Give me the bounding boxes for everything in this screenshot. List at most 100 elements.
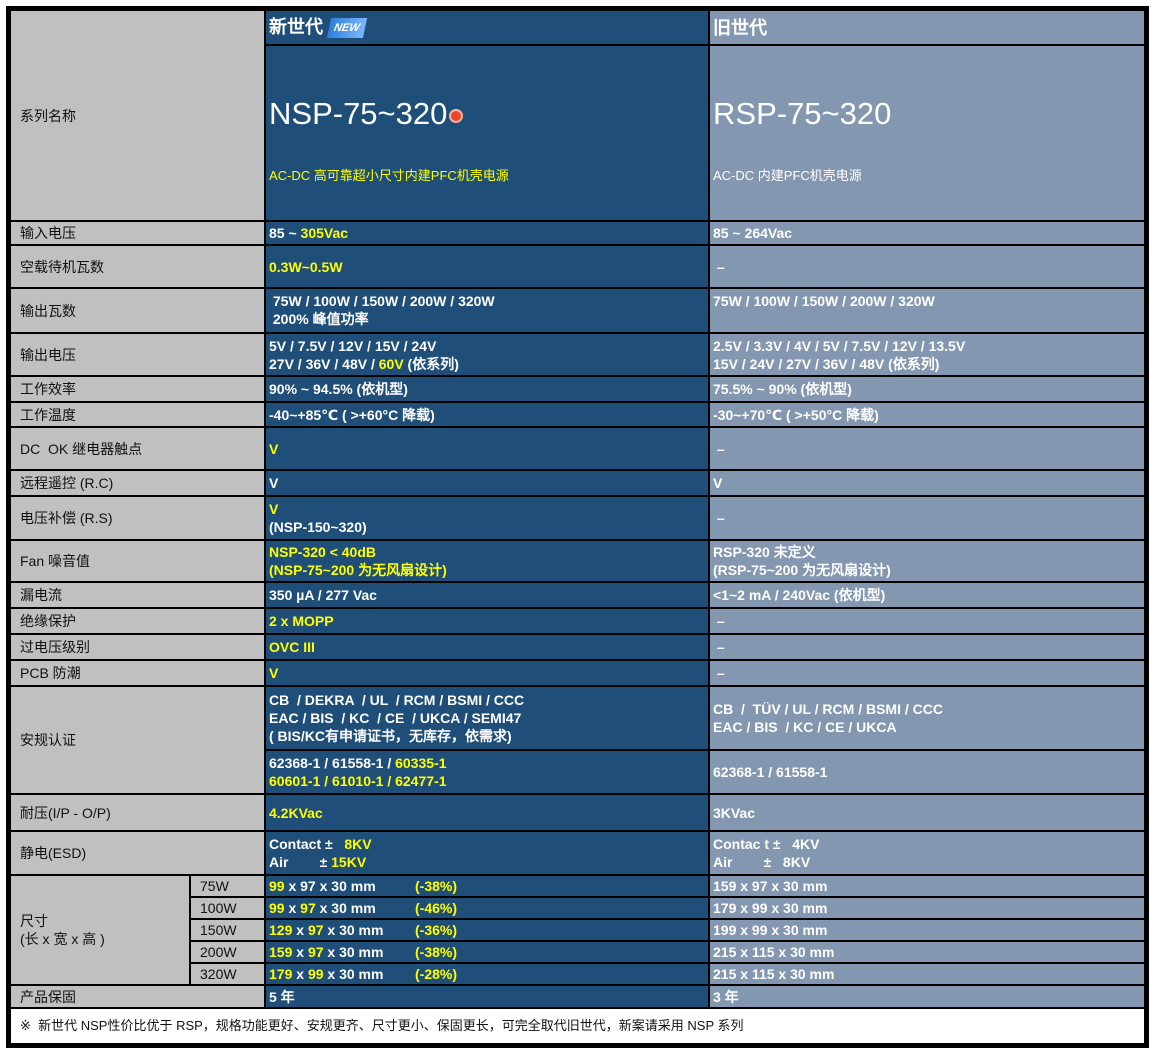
cell-text: 75W / 100W / 150W / 200W / 320W: [713, 293, 935, 309]
new-value-cell: V: [264, 426, 710, 471]
old-value-cell: RSP-320 未定义 (RSP-75~200 为无风扇设计): [708, 539, 1146, 583]
new-dimensions: 99 x 97 x 30 mm: [269, 877, 415, 895]
cell-text: 75.5% ~ 90% (依机型): [713, 381, 852, 397]
cell-line: EAC / BIS / KC / CE / UKCA: [713, 718, 1141, 736]
cell-text: -40~+85℃ ( >+60°C 降载): [269, 406, 435, 423]
cell-text: x: [292, 922, 308, 938]
new-value-cell: 85 ~ 305Vac: [264, 220, 710, 246]
new-badge: NEW: [326, 17, 367, 38]
table-row: 电压补偿 (R.S) V (NSP-150~320) –: [9, 495, 1146, 541]
size-reduction-percent: (-36%): [415, 922, 458, 938]
cell-text: 85 ~: [269, 225, 301, 241]
old-size-cell: 159 x 97 x 30 mm: [708, 874, 1146, 898]
cell-line: (NSP-75~200 为无风扇设计): [269, 561, 705, 579]
old-size-cell: 215 x 115 x 30 mm: [708, 940, 1146, 964]
size-row: 150W 129 x 97 x 30 mm (-36%) 199 x 99 x 30 …: [10, 918, 1146, 942]
size-reduction-percent: (-46%): [415, 900, 458, 916]
new-value-cell: NSP-320 < 40dB (NSP-75~200 为无风扇设计): [264, 539, 710, 583]
cell-line: –: [713, 509, 1141, 527]
cell-line: -40~+85℃ ( >+60°C 降载): [269, 406, 705, 424]
row-label: 电压补偿 (R.S): [9, 495, 266, 541]
new-generation-title: 新世代: [269, 16, 323, 37]
cell-text: (NSP-150~320): [269, 519, 367, 535]
new-value-cell: OVC III: [264, 633, 710, 661]
cell-line: 90% ~ 94.5% (依机型): [269, 380, 705, 398]
table-row: 62368-1 / 61558-1 / 60335-1 60601-1 / 610…: [10, 749, 1146, 795]
size-wattage: 320W: [189, 962, 266, 986]
highlight-text: 99: [269, 878, 285, 894]
cell-line: 60601-1 / 61010-1 / 62477-1: [269, 772, 705, 790]
new-generation-header: 新世代 NEW: [264, 9, 710, 46]
cell-line: 2.5V / 3.3V / 4V / 5V / 7.5V / 12V / 13.…: [713, 337, 1141, 355]
size-label: 尺寸 (长 x 宽 x 高 ): [9, 874, 191, 986]
cell-text: CB / DEKRA / UL / RCM / BSMI / CCC: [269, 692, 525, 708]
cell-line: 350 µA / 277 Vac: [269, 586, 705, 604]
new-value-cell: 4.2KVac: [264, 793, 710, 832]
row-label: 产品保固: [9, 984, 266, 1009]
old-value-cell: 3KVac: [708, 793, 1146, 832]
footnote-row: ※ 新世代 NSP性价比优于 RSP，规格功能更好、安规更齐、尺寸更小、保固更长…: [9, 1007, 1146, 1045]
cell-line: V: [269, 474, 705, 492]
cell-line: –: [713, 612, 1141, 630]
new-dimensions: 99 x 97 x 30 mm: [269, 899, 415, 917]
cell-line: 75.5% ~ 90% (依机型): [713, 380, 1141, 398]
highlight-text: 97: [307, 944, 324, 960]
cell-line: –: [713, 440, 1141, 458]
row-label: 过电压级别: [9, 633, 266, 661]
highlight-text: 15KV: [331, 854, 367, 870]
new-series-desc: AC-DC 高可靠超小尺寸内建PFC机壳电源: [269, 168, 509, 183]
highlight-text: 129: [269, 922, 293, 938]
old-value-cell: –: [708, 426, 1146, 471]
old-value-cell: –: [708, 659, 1146, 687]
new-value-cell: V: [264, 469, 710, 497]
cell-line: NSP-320 < 40dB: [269, 543, 705, 561]
table-row: 输入电压 85 ~ 305Vac 85 ~ 264Vac: [9, 220, 1146, 246]
cell-text: 90% ~ 94.5% (依机型): [269, 381, 408, 397]
table-row: 安规认证 CB / DEKRA / UL / RCM / BSMI / CCC EA…: [9, 685, 1146, 795]
new-value-cell: V (NSP-150~320): [264, 495, 710, 541]
new-value-cell: 62368-1 / 61558-1 / 60335-1 60601-1 / 610…: [264, 749, 710, 795]
old-size-cell: 199 x 99 x 30 mm: [708, 918, 1146, 942]
cell-line: 2 x MOPP: [269, 612, 705, 630]
old-value-cell: –: [708, 244, 1146, 289]
new-value-cell: 5V / 7.5V / 12V / 15V / 24V 27V / 36V / 4…: [264, 332, 710, 377]
cell-text: 350 µA / 277 Vac: [269, 587, 377, 603]
cell-line: (NSP-150~320): [269, 518, 705, 536]
size-reduction-percent: (-28%): [415, 966, 458, 982]
row-label: 耐压(I/P - O/P): [9, 793, 266, 832]
table-row: 空载待机瓦数 0.3W~0.5W –: [9, 244, 1146, 289]
cell-line: 0.3W~0.5W: [269, 258, 705, 276]
highlight-text: (NSP-75~200 为无风扇设计): [269, 562, 447, 578]
new-size-cell: 99 x 97 x 30 mm (-46%): [264, 896, 710, 920]
highlight-text: 99: [269, 900, 285, 916]
old-value-cell: CB / TÜV / UL / RCM / BSMI / CCC EAC / BI…: [708, 685, 1146, 751]
cell-line: 27V / 36V / 48V / 60V (依系列): [269, 355, 705, 373]
highlight-text: 60601-1 / 61010-1 / 62477-1: [269, 773, 447, 789]
size-row: 尺寸 (长 x 宽 x 高 ) 75W 99 x 97 x 30 mm (-38%) 15…: [9, 874, 1146, 986]
cell-text: 15V / 24V / 27V / 36V / 48V (依系列): [713, 355, 940, 372]
highlight-text: V: [269, 501, 279, 517]
highlight-text: 97: [300, 900, 316, 916]
old-size-cell: 215 x 115 x 30 mm: [708, 962, 1146, 986]
cell-line: 62368-1 / 61558-1 / 60335-1: [269, 754, 705, 772]
cell-text: V: [713, 475, 723, 491]
cell-text: EAC / BIS / KC / CE / UKCA / SEMI47: [269, 710, 522, 726]
size-label-line1: 尺寸: [20, 913, 48, 929]
highlight-text: V: [269, 665, 279, 681]
new-dimensions: 129 x 97 x 30 mm: [269, 921, 415, 939]
cell-text: –: [713, 440, 725, 457]
row-label: 静电(ESD): [9, 830, 266, 876]
cell-text: –: [713, 639, 725, 655]
new-size-cell: 159 x 97 x 30 mm (-38%): [264, 940, 710, 964]
cell-line: –: [713, 638, 1141, 656]
table-row: 工作效率 90% ~ 94.5% (依机型) 75.5% ~ 90% (依机型): [9, 375, 1146, 403]
cell-line: 4.2KVac: [269, 804, 705, 822]
highlight-text: 4.2KVac: [269, 804, 323, 821]
table-row: 静电(ESD) Contact ± 8KV Air ± 15KV Contac t ±…: [9, 830, 1146, 876]
cell-text: V: [269, 475, 279, 491]
cell-line: –: [713, 258, 1141, 276]
new-value-cell: V: [264, 659, 710, 687]
new-value-cell: 75W / 100W / 150W / 200W / 320W 200% 峰值功…: [264, 287, 710, 334]
cell-text: Contact ±: [269, 836, 345, 852]
cell-text: x 30 mm: [315, 900, 376, 916]
